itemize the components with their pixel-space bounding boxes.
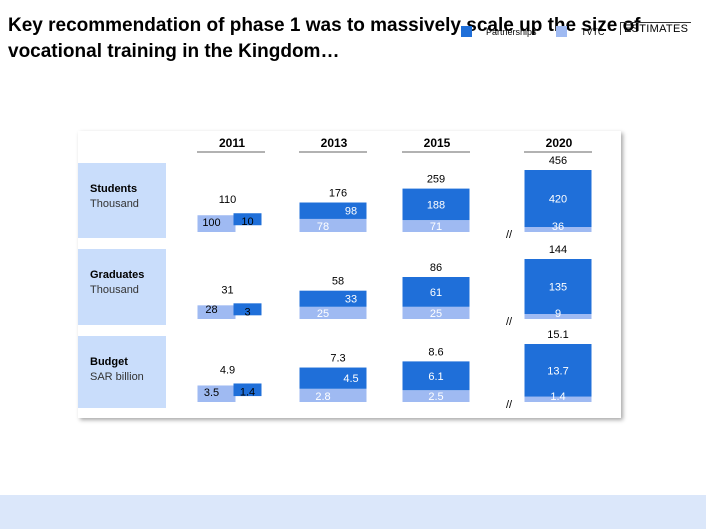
bar-budget-2013-partnerships	[299, 367, 367, 389]
value-graduates-2015-partnerships: 61	[430, 287, 442, 299]
total-budget-2013: 7.3	[330, 353, 345, 365]
value-budget-2013-partnerships: 4.5	[343, 373, 358, 385]
legend-tvtc-swatch	[556, 26, 567, 37]
bar-graduates-2011-partnerships	[233, 303, 262, 316]
value-students-2013-tvtc: 78	[317, 221, 329, 233]
row-unit-students: Thousand	[90, 198, 139, 210]
value-graduates-2015-tvtc: 25	[430, 308, 442, 320]
total-graduates-2013: 58	[332, 276, 344, 288]
row-label-bg-graduates	[78, 249, 166, 325]
total-students-2011: 110	[219, 194, 237, 206]
total-students-2013: 176	[329, 188, 347, 200]
estimates-stamp: ESTIMATES	[620, 22, 692, 35]
row-label-graduates: Graduates	[90, 269, 144, 281]
axis-break-budget: //	[506, 399, 513, 411]
bar-graduates-2015-partnerships	[402, 277, 470, 307]
bar-budget-2020-partnerships	[524, 344, 592, 397]
bar-budget-2011-partnerships	[233, 383, 262, 397]
value-students-2013-partnerships: 98	[345, 206, 357, 218]
bar-students-2013-partnerships	[299, 202, 367, 219]
bar-graduates-2011-tvtc	[197, 305, 236, 319]
category-label-2015: 2015	[424, 136, 451, 150]
bar-budget-2015-tvtc	[402, 390, 470, 402]
legend-tvtc-label: TVTC	[581, 26, 605, 37]
row-label-budget: Budget	[90, 356, 128, 368]
value-students-2020-tvtc: 36	[552, 221, 564, 233]
total-budget-2020: 15.1	[547, 329, 568, 341]
bar-students-2011-tvtc	[197, 215, 236, 232]
total-students-2020: 456	[549, 155, 567, 167]
legend-partnerships-label: Partnerships	[486, 26, 537, 37]
category-label-2013: 2013	[321, 136, 348, 150]
value-budget-2020-partnerships: 13.7	[547, 365, 568, 377]
value-students-2015-tvtc: 71	[430, 221, 442, 233]
bar-students-2015-partnerships	[402, 188, 470, 221]
legend-partnerships-swatch	[461, 26, 472, 37]
legend-partnerships: Partnerships	[461, 26, 537, 37]
value-graduates-2020-partnerships: 135	[549, 282, 567, 294]
bar-budget-2020-tvtc	[524, 396, 592, 402]
total-students-2015: 259	[427, 174, 445, 186]
value-budget-2013-tvtc: 2.8	[315, 391, 330, 403]
axis-break-students: //	[506, 229, 513, 241]
total-graduates-2011: 31	[221, 284, 233, 296]
category-label-2020: 2020	[546, 136, 573, 150]
value-students-2011-tvtc: 100	[202, 217, 220, 229]
footer-band	[0, 495, 706, 529]
bar-students-2015-tvtc	[402, 220, 470, 232]
bar-students-2011-partnerships	[233, 213, 262, 226]
value-graduates-2020-tvtc: 9	[555, 308, 561, 320]
value-budget-2015-partnerships: 6.1	[428, 371, 443, 383]
chart-title: Key recommendation of phase 1 was to mas…	[8, 15, 641, 62]
chart-panel: 2011 2013 2015 2020 Students Thousand 100 10 110…	[78, 131, 621, 418]
value-budget-2020-tvtc: 1.4	[550, 391, 565, 403]
bar-graduates-2015-tvtc	[402, 306, 470, 319]
total-budget-2011: 4.9	[220, 364, 235, 376]
category-label-2011: 2011	[219, 136, 245, 150]
bar-graduates-2013-tvtc	[299, 306, 367, 319]
row-unit-graduates: Thousand	[90, 284, 139, 296]
row-label-bg-students	[78, 163, 166, 238]
bar-students-2020-partnerships	[524, 170, 592, 227]
bar-graduates-2020-tvtc	[524, 314, 592, 319]
value-graduates-2013-partnerships: 33	[345, 294, 357, 306]
value-students-2011-partnerships: 10	[241, 216, 253, 228]
bar-budget-2015-partnerships	[402, 361, 470, 391]
axis-break-graduates: //	[506, 316, 513, 328]
total-graduates-2015: 86	[430, 262, 442, 274]
bar-budget-2011-tvtc	[197, 385, 236, 402]
value-graduates-2011-partnerships: 3	[244, 306, 250, 318]
value-budget-2011-partnerships: 1.4	[240, 386, 255, 398]
total-graduates-2020: 144	[549, 244, 567, 256]
value-budget-2011-tvtc: 3.5	[204, 387, 219, 399]
legend-tvtc: TVTC	[556, 26, 605, 37]
row-label-bg-budget	[78, 336, 166, 408]
row-label-students: Students	[90, 183, 137, 195]
value-graduates-2011-tvtc: 28	[205, 304, 217, 316]
bar-graduates-2013-partnerships	[299, 290, 367, 307]
chart-svg: 2011 2013 2015 2020 Students Thousand 100 10 110…	[78, 136, 592, 411]
value-budget-2015-tvtc: 2.5	[428, 391, 443, 403]
bar-students-2013-tvtc	[299, 218, 367, 232]
value-students-2020-partnerships: 420	[549, 194, 567, 206]
bar-graduates-2020-partnerships	[524, 259, 592, 314]
total-budget-2015: 8.6	[428, 346, 443, 358]
row-unit-budget: SAR billion	[90, 371, 144, 383]
value-students-2015-partnerships: 188	[427, 199, 445, 211]
bar-budget-2013-tvtc	[299, 388, 367, 402]
bar-students-2020-tvtc	[524, 227, 592, 232]
value-graduates-2013-tvtc: 25	[317, 308, 329, 320]
